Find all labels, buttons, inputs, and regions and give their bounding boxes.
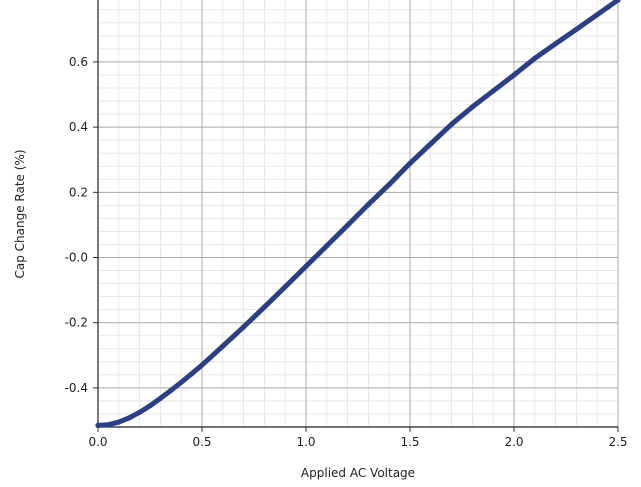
data-point	[532, 55, 538, 61]
y-tick-label: 0.6	[69, 55, 88, 69]
y-tick-label: -0.2	[65, 316, 88, 330]
data-point	[178, 379, 184, 385]
x-tick-label: 0.0	[88, 435, 107, 449]
data-point	[553, 41, 559, 47]
data-point	[220, 343, 226, 349]
grid	[97, 0, 619, 428]
data-point	[324, 243, 330, 249]
data-point	[147, 403, 153, 409]
y-tick-label: -0.4	[65, 381, 88, 395]
data-point	[126, 415, 132, 421]
data-point	[303, 263, 309, 269]
y-tick-label: 0.4	[69, 120, 88, 134]
x-tick-label: 1.0	[296, 435, 315, 449]
x-tick-label: 2.0	[504, 435, 523, 449]
data-point	[199, 362, 205, 368]
data-point	[365, 201, 371, 207]
y-tick-label: -0.0	[65, 251, 88, 265]
data-point	[95, 422, 101, 428]
y-tick-label: 0.2	[69, 185, 88, 199]
data-point	[168, 387, 174, 394]
data-point	[449, 121, 455, 127]
data-point	[345, 222, 351, 228]
data-point	[615, 0, 621, 3]
y-axis-title: Cap Change Rate (%)	[13, 149, 27, 278]
data-point	[386, 181, 392, 188]
data-point	[189, 371, 195, 377]
tick-labels: 0.0 0.5 1.0 1.5 2.0 2.5 -0.4 -0.2 -0.0 0.2 0.4 0.6	[65, 55, 628, 449]
data-point	[137, 409, 143, 415]
data-point	[241, 324, 247, 330]
data-point	[511, 72, 517, 78]
data-point	[116, 419, 122, 425]
data-point	[261, 304, 267, 310]
data-point	[594, 12, 600, 18]
x-axis-title: Applied AC Voltage	[301, 466, 415, 480]
x-tick-label: 2.5	[608, 435, 627, 449]
data-point	[428, 141, 434, 147]
data-point	[407, 160, 413, 166]
series-layer	[95, 0, 621, 428]
x-tick-label: 1.5	[400, 435, 419, 449]
data-point	[105, 422, 111, 428]
axes	[93, 0, 619, 432]
x-tick-label: 0.5	[192, 435, 211, 449]
data-point	[573, 26, 580, 32]
data-point	[157, 395, 163, 401]
data-point	[490, 88, 496, 94]
data-point	[282, 284, 288, 290]
data-point	[469, 104, 475, 110]
